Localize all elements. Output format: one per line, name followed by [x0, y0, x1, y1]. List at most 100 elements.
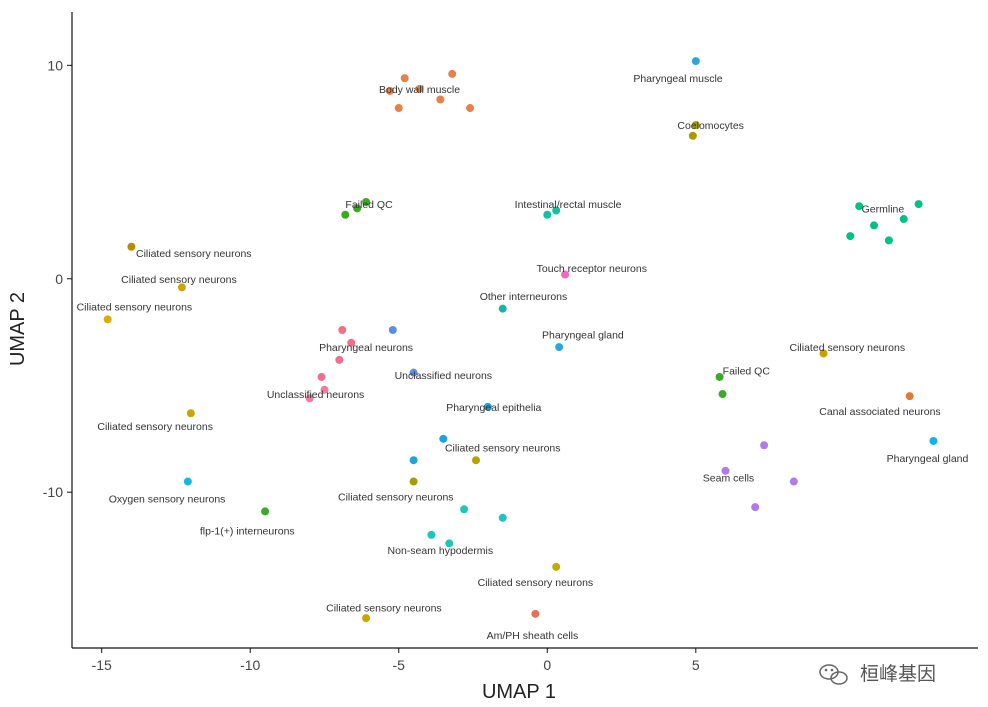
- data-point: [409, 368, 418, 377]
- cluster-label: Other interneurons: [480, 291, 568, 303]
- data-point: [385, 86, 394, 95]
- cluster-label: Intestinal/rectal muscle: [515, 199, 622, 211]
- wechat-icon: [819, 664, 848, 685]
- data-point: [561, 270, 570, 279]
- cluster-label: Canal associated neurons: [819, 406, 940, 418]
- data-point: [460, 505, 469, 514]
- cluster-label: Oxygen sensory neurons: [109, 494, 226, 506]
- data-point: [320, 385, 329, 394]
- cluster-label: Body wall muscle: [379, 84, 460, 96]
- plot-area: [103, 57, 938, 623]
- cluster-label: Non-seam hypodermis: [388, 545, 494, 557]
- data-point: [819, 349, 828, 358]
- data-point: [688, 131, 697, 140]
- data-point: [341, 210, 350, 219]
- x-tick-label: 5: [692, 657, 700, 673]
- data-point: [362, 614, 371, 623]
- x-tick-label: -15: [92, 657, 112, 673]
- cluster-label: Unclassified neurons: [395, 370, 492, 382]
- cluster-label: Am/PH sheath cells: [487, 630, 579, 642]
- cluster-group: [555, 343, 564, 352]
- data-point: [335, 355, 344, 364]
- cluster-group: [385, 69, 475, 113]
- data-point: [691, 57, 700, 66]
- cluster-group: [471, 456, 480, 465]
- cluster-label: Coelomocytes: [677, 120, 744, 132]
- data-point: [448, 69, 457, 78]
- data-point: [552, 562, 561, 571]
- cluster-group: [317, 326, 356, 381]
- data-point: [103, 315, 112, 324]
- data-point: [498, 304, 507, 313]
- cluster-label: Seam cells: [703, 472, 754, 484]
- data-point: [436, 95, 445, 104]
- data-point: [362, 197, 371, 206]
- cluster-label: Ciliated sensory neurons: [77, 302, 193, 314]
- data-point: [471, 456, 480, 465]
- y-tick-label: 0: [55, 271, 63, 287]
- cluster-group: [691, 57, 700, 66]
- data-point: [400, 74, 409, 83]
- cluster-label: Unclassified neurons: [267, 389, 364, 401]
- cluster-label: Ciliated sensory neurons: [136, 248, 252, 260]
- data-point: [718, 390, 727, 399]
- cluster-group: [409, 477, 418, 486]
- watermark-text: 桓峰基因: [860, 663, 936, 685]
- cluster-label: Ciliated sensory neurons: [790, 342, 906, 354]
- data-point: [388, 326, 397, 334]
- cluster-label: Pharyngeal gland: [887, 453, 969, 465]
- cluster-group: [498, 304, 507, 313]
- cluster-group: [305, 385, 329, 403]
- data-point: [905, 392, 914, 401]
- cluster-label: Touch receptor neurons: [537, 263, 647, 275]
- cluster-group: [362, 614, 371, 623]
- data-point: [347, 338, 356, 347]
- data-point: [552, 206, 561, 215]
- x-axis-title: UMAP 1: [482, 681, 556, 703]
- data-point: [353, 204, 362, 213]
- cluster-label: Germline: [862, 203, 905, 215]
- data-point: [715, 372, 724, 381]
- cluster-group: [427, 505, 507, 548]
- y-axis-title: UMAP 2: [7, 292, 29, 366]
- data-point: [846, 232, 855, 241]
- data-point: [914, 200, 923, 209]
- cluster-label: Ciliated sensory neurons: [478, 577, 594, 589]
- data-point: [317, 372, 326, 381]
- cluster-group: [715, 372, 727, 399]
- data-point: [929, 436, 938, 445]
- cluster-label: Ciliated sensory neurons: [97, 421, 213, 433]
- data-point: [427, 530, 436, 539]
- y-tick-label: -10: [43, 484, 63, 500]
- data-point: [531, 609, 540, 618]
- data-point: [445, 539, 454, 548]
- data-point: [691, 121, 700, 130]
- data-point: [415, 84, 424, 93]
- cluster-label: Ciliated sensory neurons: [338, 491, 454, 503]
- data-point: [870, 221, 879, 230]
- cluster-group: [177, 283, 186, 292]
- data-point: [127, 242, 136, 251]
- cluster-group: [561, 270, 570, 279]
- data-point: [721, 466, 730, 475]
- data-point: [409, 456, 418, 465]
- data-point: [466, 104, 475, 113]
- data-point: [177, 283, 186, 292]
- data-point: [884, 236, 893, 245]
- data-point: [855, 202, 864, 211]
- cluster-group: [721, 441, 798, 512]
- cluster-group: [531, 609, 540, 618]
- data-point: [789, 477, 798, 486]
- cluster-group: [127, 242, 136, 251]
- cluster-group: [409, 402, 492, 465]
- data-point: [439, 434, 448, 443]
- data-point: [305, 394, 314, 403]
- data-point: [899, 215, 908, 224]
- data-point: [394, 104, 403, 113]
- data-point: [483, 402, 492, 411]
- y-tick-label: 10: [47, 57, 63, 73]
- cluster-group: [543, 206, 561, 219]
- cluster-group: [388, 326, 418, 377]
- cluster-label: Ciliated sensory neurons: [121, 274, 237, 286]
